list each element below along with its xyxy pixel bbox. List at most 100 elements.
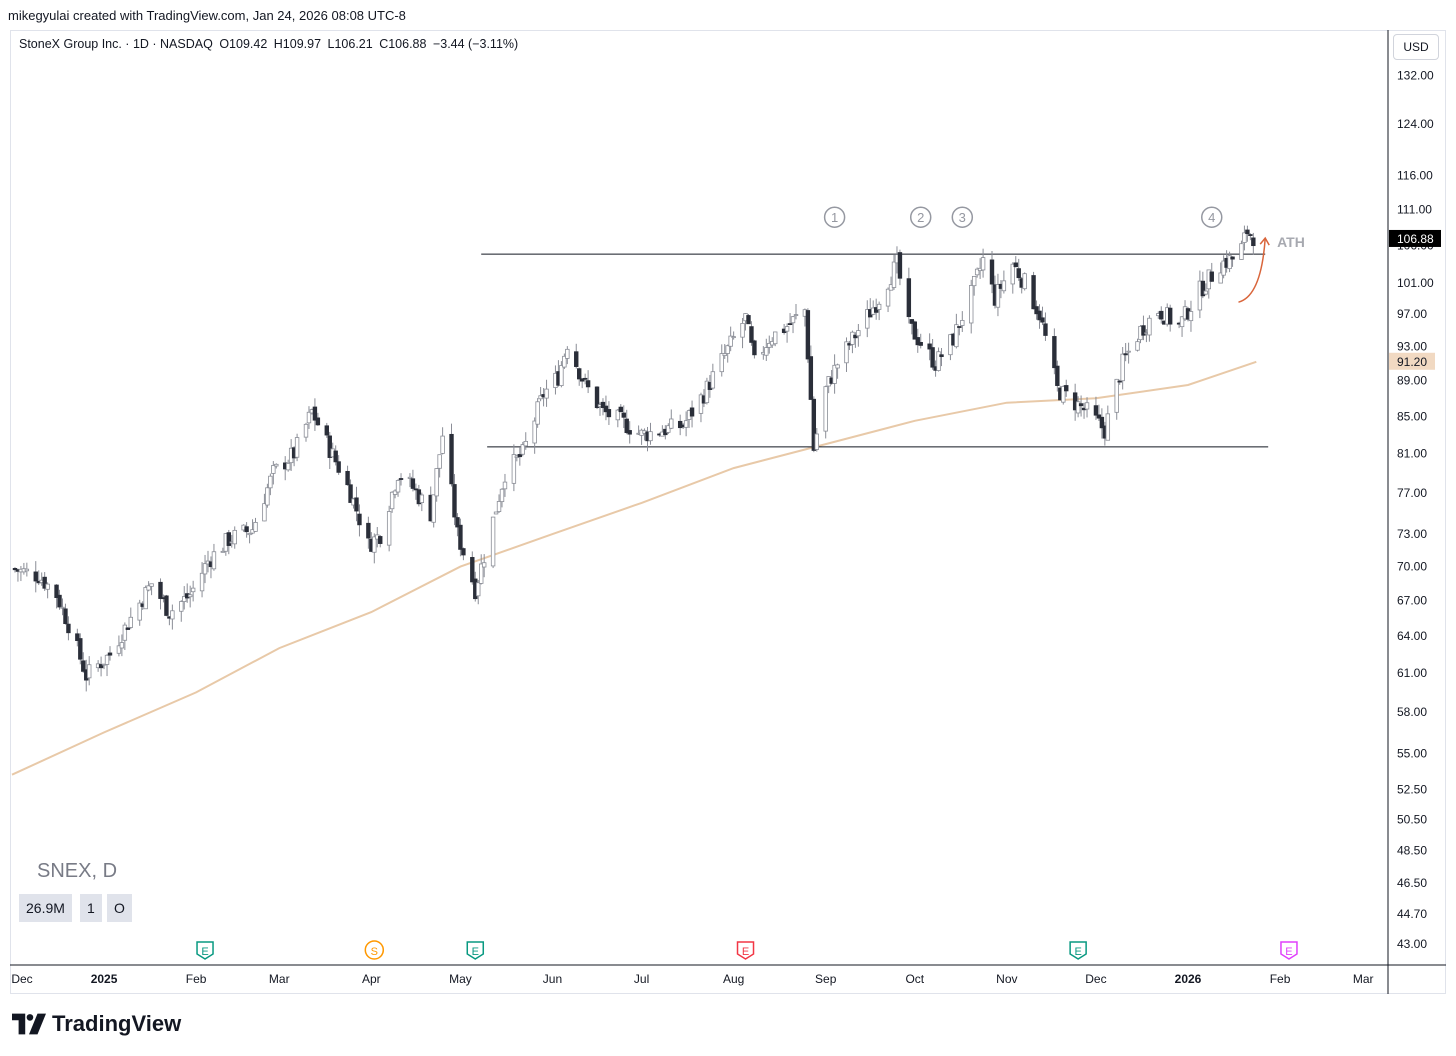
candle-body (60, 606, 65, 609)
candle-body (410, 478, 416, 489)
candle-body (618, 406, 623, 413)
candle-body (1179, 316, 1185, 328)
price-tick-label: 43.00 (1397, 937, 1427, 951)
candle-body (915, 337, 920, 346)
candle-body (615, 409, 621, 421)
candle-body (1093, 405, 1099, 416)
candle-body (844, 341, 849, 364)
candle-body (787, 323, 793, 326)
candle-body (624, 418, 629, 434)
time-tick-label: May (449, 972, 472, 986)
candle-body (585, 380, 591, 388)
touch-circle-4 (1201, 206, 1223, 228)
candle-body (63, 608, 68, 625)
time-tick-label: Oct (905, 972, 924, 986)
candle-body (479, 563, 484, 584)
last-price-label: 106.88 (1397, 232, 1434, 246)
time-tick-label: Nov (996, 972, 1017, 986)
price-tick-label: 124.00 (1397, 117, 1434, 131)
candle-body (265, 487, 270, 506)
price-axis: 132.00124.00116.00111.00106.00101.0097.0… (1389, 69, 1441, 951)
candle-body (1037, 310, 1042, 321)
candle-body (535, 401, 540, 425)
candle-body (600, 401, 606, 409)
candle-body (1013, 262, 1018, 268)
candle-body (232, 529, 237, 545)
candle-body (312, 406, 318, 421)
currency-button[interactable]: USD (1393, 34, 1439, 60)
time-tick-label: Mar (269, 972, 290, 986)
touch-circle-3 (951, 206, 974, 228)
price-tick-label: 50.50 (1397, 812, 1427, 826)
attribution-header: mikegyulai created with TradingView.com,… (8, 8, 406, 23)
candle-body (579, 378, 585, 382)
candle-body (98, 664, 104, 669)
horizontal-levels (481, 253, 1269, 448)
candle-body (1078, 403, 1084, 407)
candle-body (1209, 271, 1214, 282)
price-tick-label: 93.00 (1397, 340, 1427, 354)
candle-body (220, 550, 226, 553)
candle-body (912, 321, 917, 340)
candle-body (725, 345, 730, 354)
candle-body (1227, 255, 1232, 270)
stat-badge-o: O (107, 894, 132, 922)
candle-body (306, 411, 312, 424)
time-tick-label: Jun (543, 972, 562, 986)
price-tick-label: 101.00 (1397, 276, 1434, 290)
candle-body (1242, 232, 1247, 243)
open-value: O109.42 (219, 37, 268, 51)
candle-body (722, 353, 727, 356)
candle-body (274, 463, 279, 467)
ma-line (11, 360, 1257, 776)
symbol-legend: StoneX Group Inc. · 1D · NASDAQ O109.42 … (19, 37, 521, 51)
candle-body (170, 610, 175, 620)
candle-body (143, 587, 148, 610)
candle-body (511, 454, 517, 484)
arrow-head (1259, 236, 1270, 246)
candle-body (434, 468, 439, 497)
candle-body (698, 394, 704, 414)
candle-body (918, 341, 923, 346)
candle-body (12, 568, 18, 571)
ath-label: ATH (1277, 234, 1305, 250)
candle-body (1159, 310, 1164, 320)
candle-body (876, 303, 882, 310)
candle-body (1203, 290, 1209, 295)
time-tick-label: Mar (1353, 972, 1374, 986)
candle-body (386, 511, 392, 546)
candle-body (493, 511, 499, 515)
candle-body (502, 481, 508, 490)
footer-brand[interactable]: TradingView (12, 1011, 181, 1037)
candle-body (481, 562, 487, 568)
price-tick-label: 61.00 (1397, 666, 1427, 680)
candle-body (885, 288, 891, 307)
price-tick-label: 111.00 (1397, 203, 1432, 217)
candle-body (746, 315, 751, 325)
time-tick-label: Apr (362, 972, 381, 986)
time-tick-label: Dec (1085, 972, 1106, 986)
candle-body (793, 314, 799, 316)
touch-label-2: 2 (917, 210, 924, 225)
candle-body (1248, 234, 1253, 236)
candle-body (648, 431, 653, 442)
candle-body (392, 490, 398, 495)
candle-body (856, 330, 861, 337)
candle-body (1064, 385, 1069, 392)
candle-body (458, 524, 463, 550)
price-tick-label: 97.00 (1397, 307, 1427, 321)
time-tick-label: Dec (11, 972, 32, 986)
candle-body (285, 463, 291, 471)
candle-body (559, 365, 564, 387)
candle-body (728, 335, 733, 347)
candle-body (1040, 317, 1045, 323)
candle-body (104, 654, 110, 665)
candle-body (989, 259, 995, 285)
candle-body (1218, 272, 1223, 284)
price-tick-label: 81.00 (1397, 447, 1427, 461)
candle-body (1239, 243, 1244, 260)
candle-body (437, 454, 442, 469)
candle-body (891, 261, 897, 288)
